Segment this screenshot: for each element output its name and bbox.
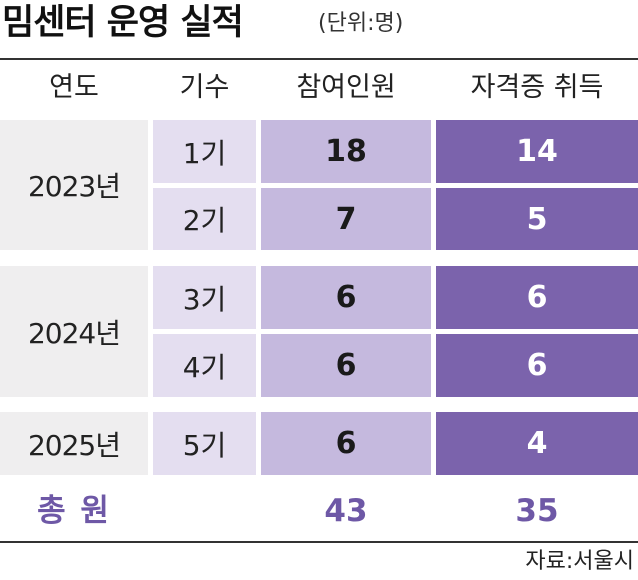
unit-label: (단위:명) [318, 11, 404, 36]
certified-cell: 6 [436, 266, 638, 329]
participants-cell: 6 [261, 412, 431, 475]
year-cell-2023: 2023년 [0, 120, 148, 250]
participants-cell: 7 [261, 188, 431, 250]
total-certified: 35 [515, 493, 559, 529]
cohort-cell: 4기 [153, 334, 256, 397]
certified-cell: 6 [436, 334, 638, 397]
bottom-rule [0, 541, 638, 543]
year-cell-2025: 2025년 [0, 412, 148, 475]
participants-cell: 6 [261, 266, 431, 329]
cohort-cell: 2기 [153, 188, 256, 250]
header-certified: 자격증 취득 [470, 72, 604, 103]
total-participants: 43 [324, 493, 368, 529]
cohort-cell: 1기 [153, 120, 256, 183]
year-cell-2024: 2024년 [0, 266, 148, 397]
certified-cell: 5 [436, 188, 638, 250]
header-participants: 참여인원 [296, 72, 396, 103]
certified-cell: 14 [436, 120, 638, 183]
chart-title: 밈센터 운영 실적 [2, 3, 244, 43]
header-cohort: 기수 [179, 72, 230, 103]
header-year: 연도 [49, 72, 99, 103]
certified-cell: 4 [436, 412, 638, 475]
participants-cell: 6 [261, 334, 431, 397]
total-label: 총 원 [37, 493, 111, 529]
participants-cell: 18 [261, 120, 431, 183]
source-note: 자료:서울시 [525, 549, 634, 574]
cohort-cell: 5기 [153, 412, 256, 475]
cohort-cell: 3기 [153, 266, 256, 329]
top-rule [0, 58, 638, 60]
